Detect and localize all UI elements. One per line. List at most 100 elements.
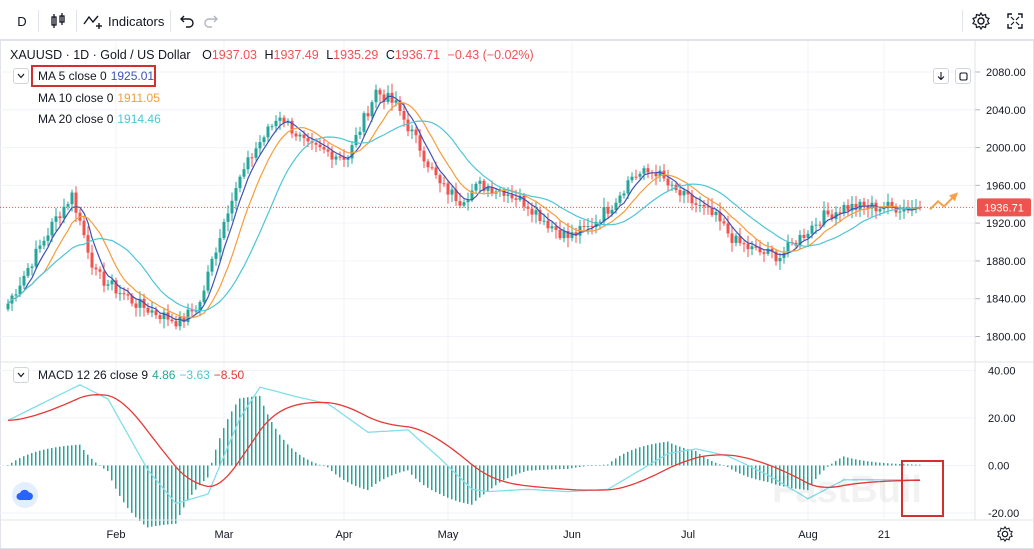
candle-body <box>118 293 122 295</box>
time-tick-label: May <box>438 529 459 541</box>
candles-chart-type-icon[interactable] <box>46 8 70 34</box>
macd-histogram-bar <box>291 448 293 466</box>
time-tick-label: Jul <box>681 529 695 541</box>
candle-body <box>642 168 646 174</box>
macd-histogram-bar <box>567 465 569 469</box>
ma20-legend[interactable]: MA 20 close 0 1914.46 <box>38 112 165 126</box>
time-tick-label: Aug <box>798 529 818 541</box>
macd-histogram-bar <box>187 465 189 501</box>
macd-histogram-bar <box>687 449 689 466</box>
candle-body <box>290 120 294 134</box>
indicators-button[interactable]: Indicators <box>82 8 168 34</box>
macd-legend[interactable]: MACD 12 26 close 9 4.86 −3.63 −8.50 <box>38 368 248 382</box>
candle-body <box>470 190 474 201</box>
candle-body <box>326 149 330 152</box>
macd-histogram-bar <box>895 463 897 466</box>
macd-histogram-bar <box>131 465 133 513</box>
candle-body <box>798 234 802 246</box>
settings-gear-icon[interactable] <box>968 8 994 34</box>
candle-body <box>770 248 774 252</box>
macd-histogram-bar <box>823 465 825 471</box>
macd-histogram-bar <box>815 465 817 480</box>
macd-histogram-bar <box>99 465 101 466</box>
scale-settings-icon[interactable] <box>996 525 1014 543</box>
undo-icon[interactable] <box>176 8 198 34</box>
macd-histogram-bar <box>383 465 385 480</box>
candle-body <box>158 315 162 320</box>
redo-icon[interactable] <box>200 8 222 34</box>
macd-histogram-bar <box>11 462 13 466</box>
macd-histogram-bar <box>803 465 805 490</box>
ohlc-close: C1936.71 <box>385 48 441 62</box>
macd-histogram-bar <box>287 444 289 466</box>
macd-histogram-bar <box>807 465 809 491</box>
macd-histogram-bar <box>499 465 501 483</box>
macd-histogram-bar <box>847 457 849 466</box>
candle-body <box>362 113 366 132</box>
candle-body <box>814 224 818 226</box>
candle-body <box>758 247 762 253</box>
ma5-legend[interactable]: MA 5 close 0 1925.01 <box>38 69 158 83</box>
candle-body <box>338 156 342 158</box>
macd-histogram-bar <box>671 443 673 466</box>
macd-histogram-bar <box>475 465 477 501</box>
candle-body <box>582 225 586 227</box>
candle-body <box>802 234 806 238</box>
candle-body <box>198 302 202 311</box>
candle-body <box>226 213 230 222</box>
pane-move-down-button[interactable] <box>933 68 949 84</box>
macd-histogram-bar <box>431 465 433 491</box>
candle-body <box>510 194 514 199</box>
indicators-icon <box>83 15 102 29</box>
toolbar-divider <box>38 10 39 32</box>
macd-histogram-bar <box>183 465 185 508</box>
macd-histogram-bar <box>559 465 561 470</box>
candle-body <box>462 202 466 206</box>
ma10-legend-label: MA 10 close 0 <box>38 91 114 105</box>
interval-button[interactable]: D <box>17 13 27 29</box>
symbol-title: XAUUSD · 1D · Gold / US Dollar <box>10 48 191 62</box>
macd-legend-collapse-toggle[interactable] <box>13 367 29 383</box>
macd-tick-label: 20.00 <box>988 413 1016 425</box>
candle-body <box>590 226 594 228</box>
macd-histogram-bar <box>103 465 105 469</box>
candle-body <box>450 189 454 195</box>
candle-body <box>138 298 142 308</box>
macd-histogram-bar <box>339 465 341 478</box>
price-tick-label: 2000.00 <box>986 143 1026 155</box>
cloud-logo-icon[interactable] <box>12 482 38 508</box>
candle-body <box>134 303 138 308</box>
macd-histogram-bar <box>619 455 621 466</box>
candle-body <box>550 226 554 229</box>
candle-body <box>182 316 186 323</box>
macd-histogram-bar <box>887 463 889 466</box>
macd-tick-label: 40.00 <box>988 366 1016 378</box>
legend-collapse-toggle[interactable] <box>13 68 29 84</box>
macd-histogram-bar <box>827 465 829 467</box>
macd-histogram-bar <box>155 465 157 526</box>
macd-histogram-bar <box>271 422 273 466</box>
macd-histogram-bar <box>899 463 901 466</box>
fullscreen-icon[interactable] <box>1002 8 1028 34</box>
macd-histogram-bar <box>399 465 401 473</box>
macd-histogram-bar <box>207 465 209 478</box>
candle-body <box>810 225 814 234</box>
candle-body <box>482 180 486 191</box>
candle-body <box>62 206 66 219</box>
macd-histogram-bar <box>59 446 61 466</box>
pane-maximize-button[interactable] <box>955 68 971 84</box>
macd-histogram-bar <box>51 447 53 466</box>
candle-body <box>886 201 890 209</box>
macd-histogram-bar <box>759 465 761 481</box>
ma10-legend[interactable]: MA 10 close 0 1911.05 <box>38 91 164 105</box>
macd-histogram-bar <box>363 465 365 489</box>
candle-body <box>34 248 38 267</box>
price-change: −0.43 (−0.02%) <box>447 48 534 62</box>
last-price-badge <box>977 198 1031 217</box>
macd-histogram-bar <box>767 465 769 482</box>
candle-body <box>370 102 374 117</box>
candle-body <box>698 204 702 206</box>
candle-body <box>330 151 334 160</box>
candle-body <box>542 220 546 222</box>
